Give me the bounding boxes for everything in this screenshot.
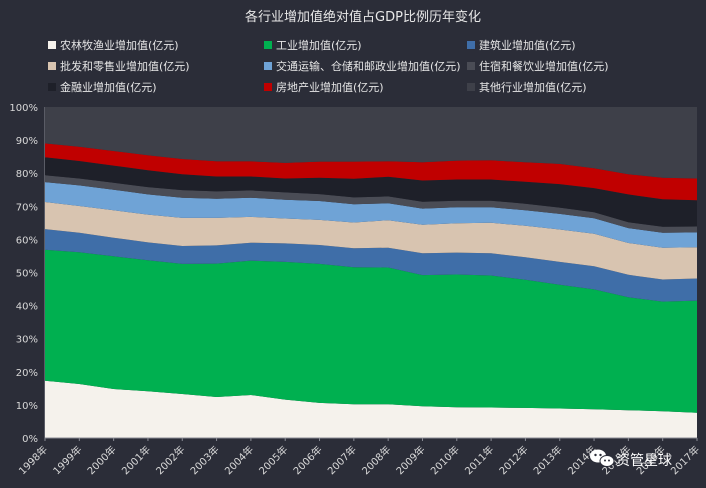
legend-label: 批发和零售业增加值(亿元) <box>60 59 190 73</box>
legend-item: 住宿和餐饮业增加值(亿元) <box>467 59 609 73</box>
legend-label: 房地产业增加值(亿元) <box>276 80 384 94</box>
x-tick-label: 2011年 <box>462 443 496 477</box>
legend-label: 农林牧渔业增加值(亿元) <box>60 38 179 52</box>
y-tick-label: 100% <box>9 103 38 114</box>
x-tick-label: 2008年 <box>359 443 393 477</box>
x-tick-label: 1999年 <box>50 443 84 477</box>
x-tick-label: 2003年 <box>187 443 221 477</box>
x-tick-label: 2012年 <box>496 443 530 477</box>
legend-label: 建筑业增加值(亿元) <box>479 38 576 52</box>
legend-swatch <box>48 41 56 49</box>
x-tick-label: 2004年 <box>222 443 256 477</box>
x-tick-label: 2005年 <box>256 443 290 477</box>
legend-item: 批发和零售业增加值(亿元) <box>48 59 190 73</box>
chart-title: 各行业增加值绝对值占GDP比例历年变化 <box>245 9 481 25</box>
y-axis: 0% 10% 20% 30% 40% 50% 60% 70% 80% 90% 100% <box>9 103 46 445</box>
legend-item: 建筑业增加值(亿元) <box>467 38 576 52</box>
x-tick-label: 2013年 <box>531 443 565 477</box>
legend: 农林牧渔业增加值(亿元) 工业增加值(亿元) 建筑业增加值(亿元) 批发和零售业增加值… <box>48 38 609 94</box>
area-series-1 <box>45 380 697 438</box>
x-tick-label: 1998年 <box>16 443 50 477</box>
legend-swatch <box>48 62 56 70</box>
area-series-2 <box>45 249 697 413</box>
y-tick-label: 50% <box>16 269 38 280</box>
x-tick-label: 2017年 <box>668 443 702 477</box>
legend-label: 其他行业增加值(亿元) <box>479 80 587 94</box>
y-tick-label: 70% <box>16 202 38 213</box>
legend-label: 工业增加值(亿元) <box>276 38 362 52</box>
x-tick-label: 2010年 <box>428 443 462 477</box>
y-tick-label: 60% <box>16 235 38 246</box>
area-series-5 <box>45 182 697 248</box>
legend-swatch <box>467 83 475 91</box>
y-tick-label: 20% <box>16 368 38 379</box>
watermark-label: 资管星球 <box>616 453 672 469</box>
legend-item: 工业增加值(亿元) <box>264 38 362 52</box>
legend-item: 交通运输、仓储和邮政业增加值(亿元) <box>264 59 461 73</box>
x-tick-label: 2001年 <box>119 443 153 477</box>
legend-label: 住宿和餐饮业增加值(亿元) <box>479 59 609 73</box>
legend-item: 农林牧渔业增加值(亿元) <box>48 38 179 52</box>
y-tick-label: 90% <box>16 136 38 147</box>
area-series-7 <box>45 157 697 227</box>
area-series-9 <box>45 107 697 179</box>
watermark: 资管星球 <box>590 449 672 469</box>
plot-area <box>45 107 697 438</box>
y-tick-label: 40% <box>16 302 38 313</box>
legend-swatch <box>264 83 272 91</box>
x-tick-label: 2009年 <box>393 443 427 477</box>
y-tick-label: 0% <box>22 434 38 445</box>
legend-item: 房地产业增加值(亿元) <box>264 80 384 94</box>
legend-item: 其他行业增加值(亿元) <box>467 80 587 94</box>
area-series-3 <box>45 229 697 302</box>
legend-swatch <box>48 83 56 91</box>
area-series-6 <box>45 175 697 233</box>
x-tick-label: 2007年 <box>325 443 359 477</box>
wechat-icon <box>590 449 615 467</box>
x-tick-label: 2000年 <box>84 443 118 477</box>
legend-swatch <box>467 41 475 49</box>
x-tick-label: 2002年 <box>153 443 187 477</box>
legend-swatch <box>264 62 272 70</box>
legend-label: 交通运输、仓储和邮政业增加值(亿元) <box>276 59 461 73</box>
x-tick-label: 2006年 <box>290 443 324 477</box>
y-tick-label: 30% <box>16 335 38 346</box>
area-series-8 <box>45 143 697 201</box>
legend-swatch <box>264 41 272 49</box>
y-tick-label: 10% <box>16 401 38 412</box>
legend-swatch <box>467 62 475 70</box>
legend-item: 金融业增加值(亿元) <box>48 80 157 94</box>
area-series-4 <box>45 202 697 280</box>
legend-label: 金融业增加值(亿元) <box>60 80 157 94</box>
y-tick-label: 80% <box>16 169 38 180</box>
